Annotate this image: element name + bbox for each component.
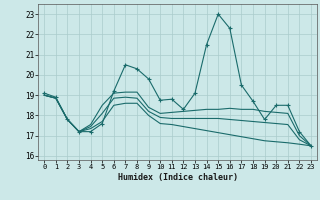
- X-axis label: Humidex (Indice chaleur): Humidex (Indice chaleur): [118, 173, 238, 182]
